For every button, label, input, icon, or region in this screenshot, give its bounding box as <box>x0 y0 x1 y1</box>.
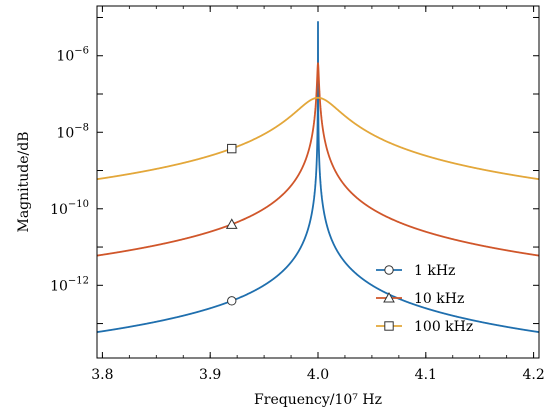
x-tick-label: 4.1 <box>415 367 437 383</box>
x-axis-label: Frequency/10⁷ Hz <box>254 392 382 408</box>
legend: 1 kHz 10 kHz 100 kHz <box>376 263 473 335</box>
series-line-0 <box>96 21 540 334</box>
y-tick-label: 10−12 <box>50 275 89 294</box>
legend-label-1: 10 kHz <box>414 291 464 307</box>
series-curves <box>96 21 540 334</box>
x-tick-label: 4.0 <box>307 367 329 383</box>
x-tick-label: 3.9 <box>199 367 221 383</box>
y-axis-label: Magnitude/dB <box>16 132 32 233</box>
series-line-2 <box>96 96 540 181</box>
legend-marker-0 <box>384 265 394 275</box>
x-axis-ticks: 3.8 3.9 4.0 4.1 4.2 <box>91 6 545 383</box>
series-marker-0 <box>227 296 237 306</box>
legend-label-0: 1 kHz <box>414 263 455 279</box>
series-markers <box>225 143 238 306</box>
x-tick-label: 3.8 <box>91 367 113 383</box>
series-marker-1 <box>225 218 238 229</box>
y-tick-label: 10−10 <box>50 199 89 218</box>
legend-marker-1 <box>383 291 395 303</box>
series-line-1 <box>96 62 540 257</box>
x-tick-label: 4.2 <box>522 367 544 383</box>
y-tick-label: 10−8 <box>56 122 89 141</box>
legend-marker-2 <box>384 321 394 331</box>
y-axis-ticks: 10−6 10−8 10−10 10−12 <box>50 16 539 325</box>
legend-label-2: 100 kHz <box>414 319 473 335</box>
series-marker-2 <box>227 143 237 154</box>
y-tick-label: 10−6 <box>56 46 89 65</box>
